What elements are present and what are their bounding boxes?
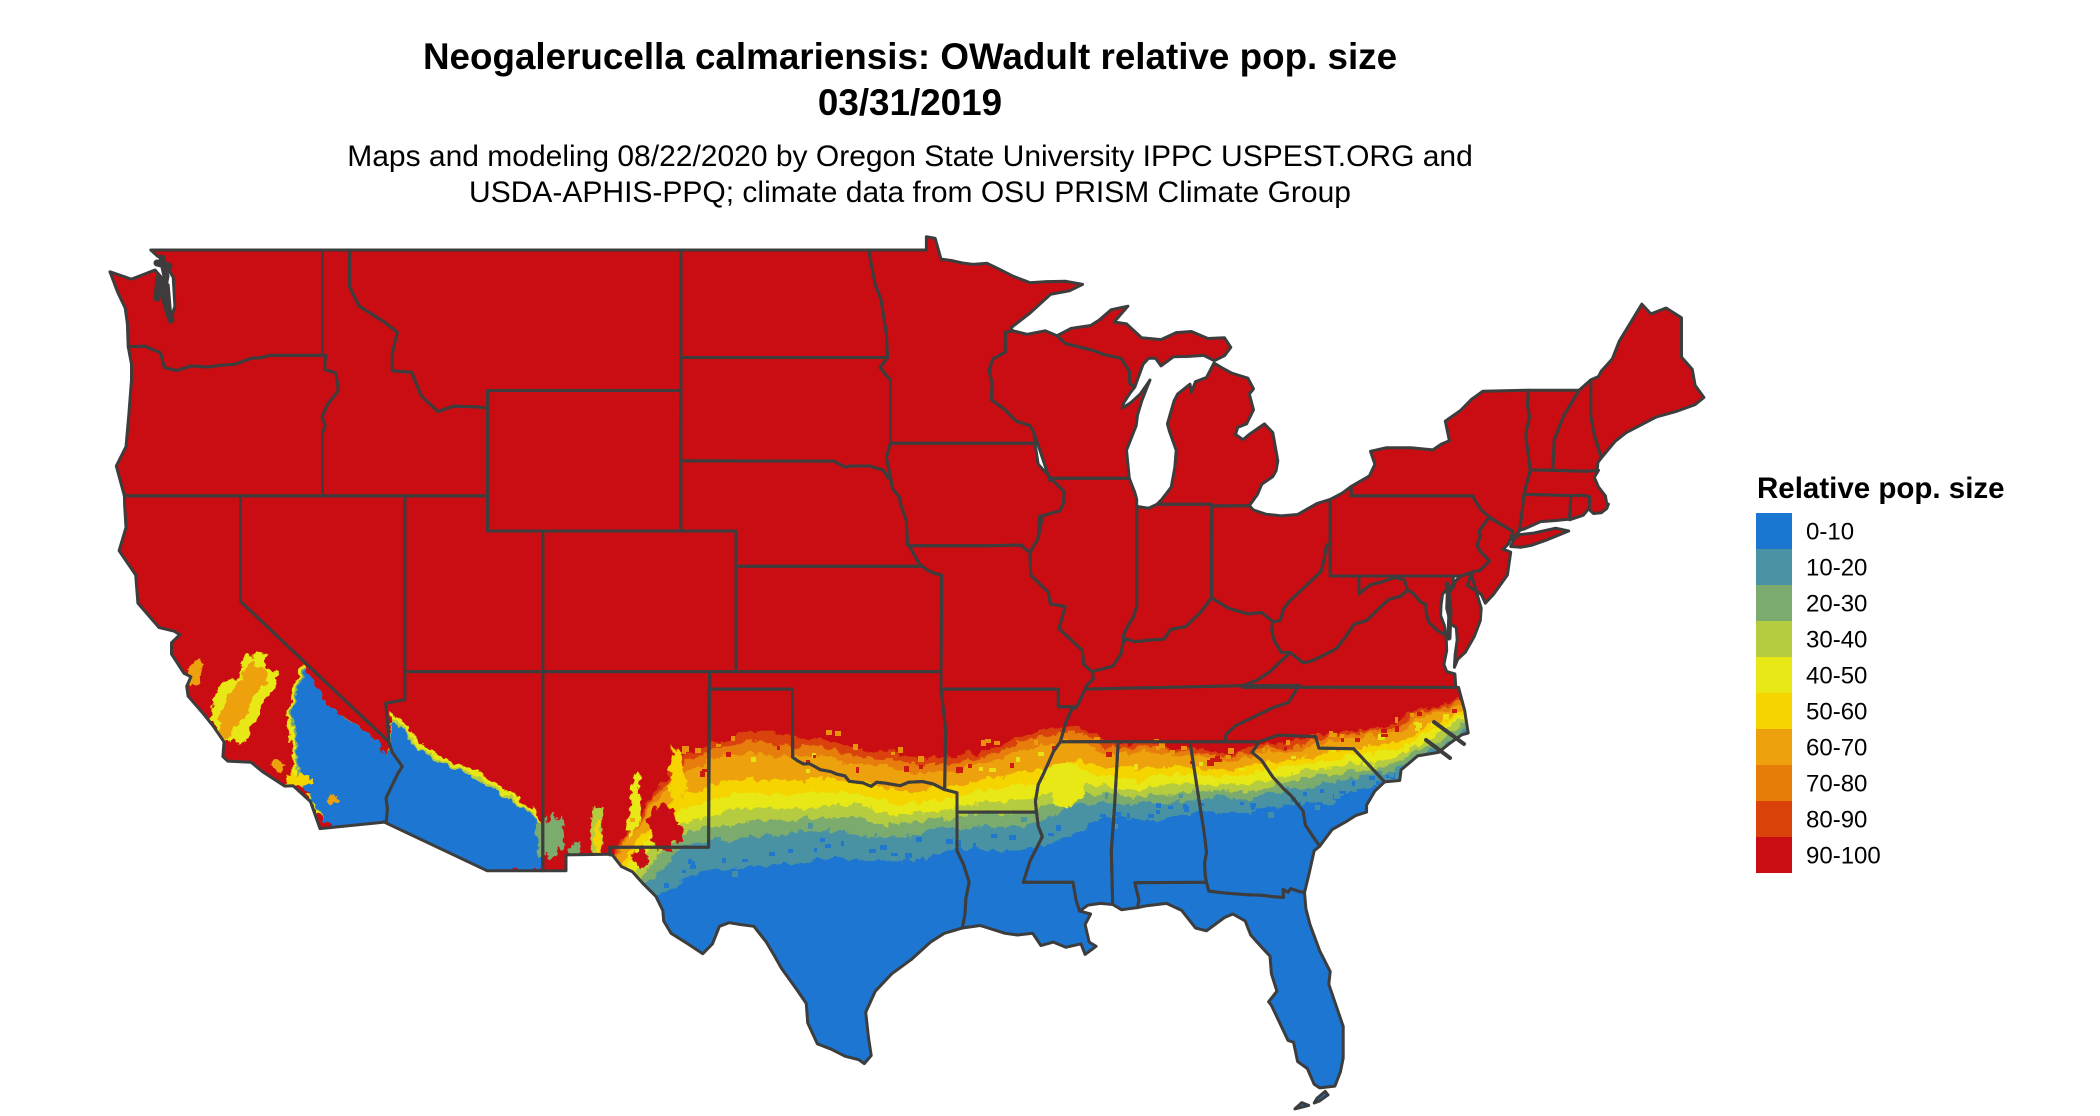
svg-text:60-70: 60-70 <box>1806 735 1867 762</box>
svg-text:40-50: 40-50 <box>1806 663 1867 690</box>
svg-text:Maps and modeling 08/22/2020 b: Maps and modeling 08/22/2020 by Oregon S… <box>347 140 1473 173</box>
svg-text:30-40: 30-40 <box>1806 627 1867 654</box>
svg-text:03/31/2019: 03/31/2019 <box>818 82 1002 123</box>
svg-text:10-20: 10-20 <box>1806 555 1867 582</box>
svg-text:Relative pop. size: Relative pop. size <box>1757 472 2005 505</box>
svg-text:0-10: 0-10 <box>1806 519 1854 546</box>
svg-text:Neogalerucella calmariensis: O: Neogalerucella calmariensis: OWadult rel… <box>423 36 1397 77</box>
svg-text:90-100: 90-100 <box>1806 843 1881 870</box>
svg-text:20-30: 20-30 <box>1806 591 1867 618</box>
svg-text:USDA-APHIS-PPQ; climate data f: USDA-APHIS-PPQ; climate data from OSU PR… <box>469 176 1351 209</box>
svg-text:70-80: 70-80 <box>1806 771 1867 798</box>
svg-text:50-60: 50-60 <box>1806 699 1867 726</box>
svg-text:80-90: 80-90 <box>1806 807 1867 834</box>
